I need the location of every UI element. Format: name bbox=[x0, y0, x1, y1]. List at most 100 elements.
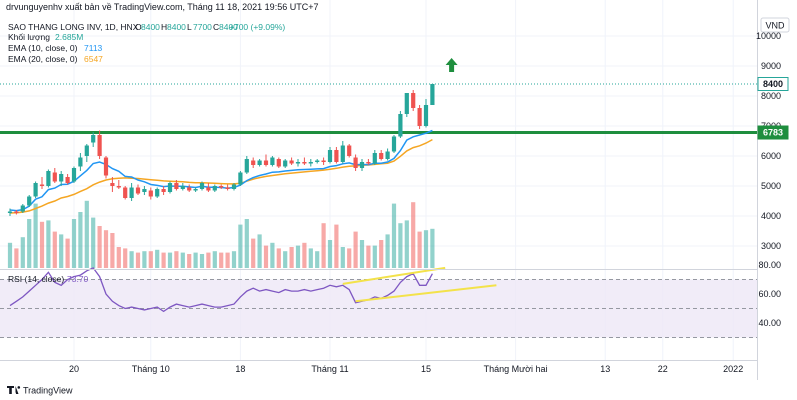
candle-body bbox=[180, 186, 185, 189]
candle-body bbox=[97, 135, 102, 156]
candle-body bbox=[417, 108, 422, 126]
volume-bar bbox=[270, 242, 275, 268]
volume-bar bbox=[33, 203, 38, 268]
currency-box bbox=[760, 17, 790, 33]
candle-body bbox=[174, 183, 179, 189]
candle-body bbox=[302, 162, 307, 164]
candle-body bbox=[379, 153, 384, 159]
volume-bar bbox=[251, 238, 256, 268]
volume-bar bbox=[347, 248, 352, 268]
volume-bar bbox=[411, 202, 416, 268]
candle-body bbox=[84, 145, 89, 156]
candle-body bbox=[391, 136, 397, 152]
candle-body bbox=[283, 160, 288, 167]
tradingview-logo[interactable] bbox=[7, 386, 21, 394]
candle-body bbox=[423, 105, 429, 126]
candle-body bbox=[404, 93, 409, 114]
candle-body bbox=[193, 189, 198, 191]
volume-bar bbox=[231, 251, 237, 268]
candle-body bbox=[366, 162, 371, 164]
trendlines[interactable] bbox=[342, 266, 497, 303]
legend-ohlc-label: C bbox=[213, 22, 219, 32]
legend-ohlc-label: H bbox=[161, 22, 167, 32]
candle-body bbox=[199, 183, 205, 189]
candle-body bbox=[430, 84, 435, 105]
up-arrow-drawing[interactable] bbox=[445, 58, 458, 72]
candle-body bbox=[142, 189, 147, 192]
candle-body bbox=[411, 93, 416, 108]
candle-body bbox=[52, 172, 57, 182]
candle-body bbox=[327, 150, 333, 162]
volume-bar bbox=[199, 254, 205, 268]
volume-bar bbox=[244, 219, 249, 268]
legend-ohlc: O 8400 H 8400 L 7700 C 8400 bbox=[135, 22, 238, 32]
volume-bar bbox=[135, 252, 141, 268]
candle-body bbox=[257, 160, 262, 165]
candle-body bbox=[359, 162, 365, 168]
candle-body bbox=[347, 145, 352, 156]
volume-bar bbox=[398, 223, 403, 268]
candle-body bbox=[289, 160, 294, 164]
publisher-line: drvunguyenhv xuất bản về TradingView.com… bbox=[6, 2, 318, 12]
candle-body bbox=[116, 186, 121, 188]
volume-bar bbox=[27, 219, 32, 268]
candle-body bbox=[65, 177, 70, 183]
volume-bar bbox=[180, 252, 185, 268]
volume-bar bbox=[404, 220, 409, 268]
candle-body bbox=[315, 160, 320, 162]
volume-bar bbox=[193, 252, 198, 268]
time-tick-label: Tháng Mười hai bbox=[484, 364, 548, 374]
candle-body bbox=[123, 187, 128, 198]
volume-bar bbox=[219, 252, 224, 268]
candle-body bbox=[219, 186, 224, 188]
volume-bar bbox=[302, 242, 307, 268]
tradingview-logo-icon bbox=[7, 386, 19, 394]
candle-body bbox=[103, 157, 109, 176]
time-tick-label: 13 bbox=[600, 364, 610, 374]
rsi-trendline bbox=[355, 284, 497, 303]
volume-bar bbox=[423, 230, 429, 268]
volume-bar bbox=[39, 221, 45, 268]
volume-bar bbox=[71, 219, 77, 268]
volume-bar bbox=[129, 251, 134, 268]
volume-bar bbox=[78, 212, 83, 268]
candle-body bbox=[334, 150, 339, 162]
volume-bar bbox=[97, 226, 102, 268]
tradingview-logo-dot bbox=[17, 386, 21, 389]
price-tick-label: 6000 bbox=[761, 151, 781, 161]
volume-bar bbox=[366, 245, 371, 268]
candle-body bbox=[231, 184, 237, 189]
price-tick-label: 4000 bbox=[761, 211, 781, 221]
legend-ema20-label: EMA (20, close, 0) bbox=[8, 54, 78, 64]
volume-bar bbox=[14, 248, 19, 268]
legend-volume-value: 2.685M bbox=[55, 32, 83, 42]
volume-bar bbox=[161, 252, 166, 268]
legend-ohlc-value: 8400 bbox=[167, 22, 186, 32]
volume-series bbox=[7, 200, 435, 268]
volume-bar bbox=[84, 200, 89, 268]
volume-bar bbox=[65, 238, 70, 268]
volume-bar bbox=[174, 251, 179, 268]
volume-bar bbox=[334, 224, 339, 268]
volume-bar bbox=[46, 220, 51, 268]
candle-body bbox=[263, 160, 269, 165]
candle-body bbox=[167, 183, 173, 192]
volume-bar bbox=[59, 234, 64, 268]
rsi-axis[interactable]: 80.00 60.00 40.00 bbox=[758, 260, 781, 328]
legend-ohlc-label: L bbox=[187, 22, 192, 32]
candle-body bbox=[276, 159, 281, 167]
legend-volume-label: Khối lượng bbox=[8, 32, 50, 42]
volume-bar bbox=[212, 251, 217, 268]
volume-bar bbox=[142, 251, 147, 268]
volume-bar bbox=[110, 233, 115, 268]
legend-ema10-label: EMA (10, close, 0) bbox=[8, 43, 78, 53]
legend-symbol: SAO THANG LONG INV, 1D, HNX bbox=[8, 22, 139, 32]
rsi-legend-label: RSI (14, close) bbox=[8, 274, 64, 284]
candle-body bbox=[155, 189, 160, 197]
candle-body bbox=[187, 187, 192, 191]
candle-body bbox=[238, 172, 243, 185]
time-axis[interactable]: 20 Tháng 10 18 Tháng 11 15 Tháng Mười hai 13 22… bbox=[69, 364, 743, 374]
